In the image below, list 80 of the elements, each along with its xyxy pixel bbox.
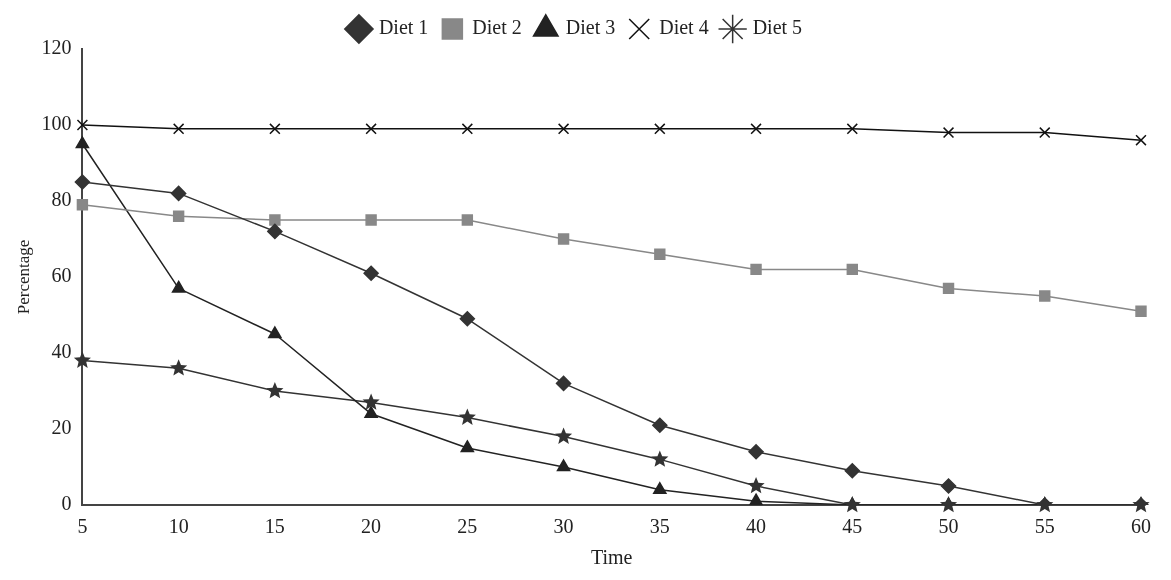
point <box>458 408 476 425</box>
point <box>555 375 572 392</box>
x-tick-label: 55 <box>1034 515 1055 538</box>
point <box>750 263 762 276</box>
point <box>556 459 571 472</box>
point <box>74 174 91 190</box>
point <box>843 496 861 513</box>
y-tick-label: 100 <box>41 112 72 135</box>
point <box>1135 305 1147 317</box>
point <box>170 359 188 376</box>
point <box>269 214 281 226</box>
y-tick-label: 120 <box>41 36 72 59</box>
point <box>652 417 668 433</box>
point <box>653 482 667 495</box>
point <box>172 123 185 135</box>
point <box>363 265 379 281</box>
point <box>1132 496 1150 513</box>
y-tick-label: 60 <box>51 264 72 287</box>
legend-label: Diet 3 <box>565 16 616 39</box>
point <box>942 282 955 295</box>
y-tick-label: 80 <box>51 188 72 211</box>
point <box>1039 290 1051 302</box>
point <box>172 210 185 222</box>
point <box>749 493 763 505</box>
x-axis-title: Time <box>590 546 633 569</box>
point <box>555 427 573 444</box>
x-tick-label: 30 <box>553 515 574 538</box>
point <box>76 199 89 211</box>
point <box>557 233 570 245</box>
point <box>1036 496 1054 513</box>
point <box>269 123 281 135</box>
legend-label: Diet 2 <box>472 16 522 39</box>
x-tick-label: 20 <box>361 515 382 538</box>
point <box>365 123 377 135</box>
point <box>654 248 666 260</box>
point <box>76 119 89 131</box>
point <box>557 123 570 135</box>
point <box>75 136 90 149</box>
point <box>942 126 955 139</box>
point <box>939 496 958 513</box>
point <box>1135 134 1147 146</box>
point <box>844 463 861 479</box>
point <box>748 444 764 460</box>
point <box>365 214 377 226</box>
x-tick-label: 15 <box>264 515 285 538</box>
point <box>1039 126 1051 139</box>
x-tick-label: 45 <box>842 515 863 538</box>
point <box>461 123 474 135</box>
y-tick-label: 20 <box>51 416 72 439</box>
point <box>940 478 957 494</box>
x-tick-label: 60 <box>1131 515 1151 538</box>
x-tick-label: 35 <box>649 515 670 538</box>
point <box>461 214 474 226</box>
point <box>651 450 669 467</box>
point <box>459 311 476 327</box>
point <box>460 440 475 453</box>
legend-label: Diet 5 <box>752 16 803 39</box>
point <box>268 326 282 339</box>
point <box>846 123 858 135</box>
point <box>654 123 666 135</box>
x-tick-label: 40 <box>746 515 767 538</box>
point <box>73 351 91 368</box>
point <box>747 477 765 494</box>
point <box>266 382 284 399</box>
legend-label: Diet 4 <box>659 16 709 39</box>
point <box>846 263 858 276</box>
x-tick-label: 50 <box>938 515 959 538</box>
x-tick-label: 25 <box>457 515 478 538</box>
y-axis-title: Percentage <box>13 239 33 315</box>
point <box>170 185 187 202</box>
point <box>364 406 378 419</box>
y-tick-label: 0 <box>61 492 72 515</box>
point <box>267 223 283 240</box>
y-tick-label: 40 <box>51 340 72 363</box>
point <box>362 393 380 410</box>
x-tick-label: 10 <box>168 515 189 538</box>
x-tick-label: 5 <box>77 515 88 538</box>
point <box>750 123 762 135</box>
point <box>171 280 186 293</box>
legend-label: Diet 1 <box>378 16 429 39</box>
